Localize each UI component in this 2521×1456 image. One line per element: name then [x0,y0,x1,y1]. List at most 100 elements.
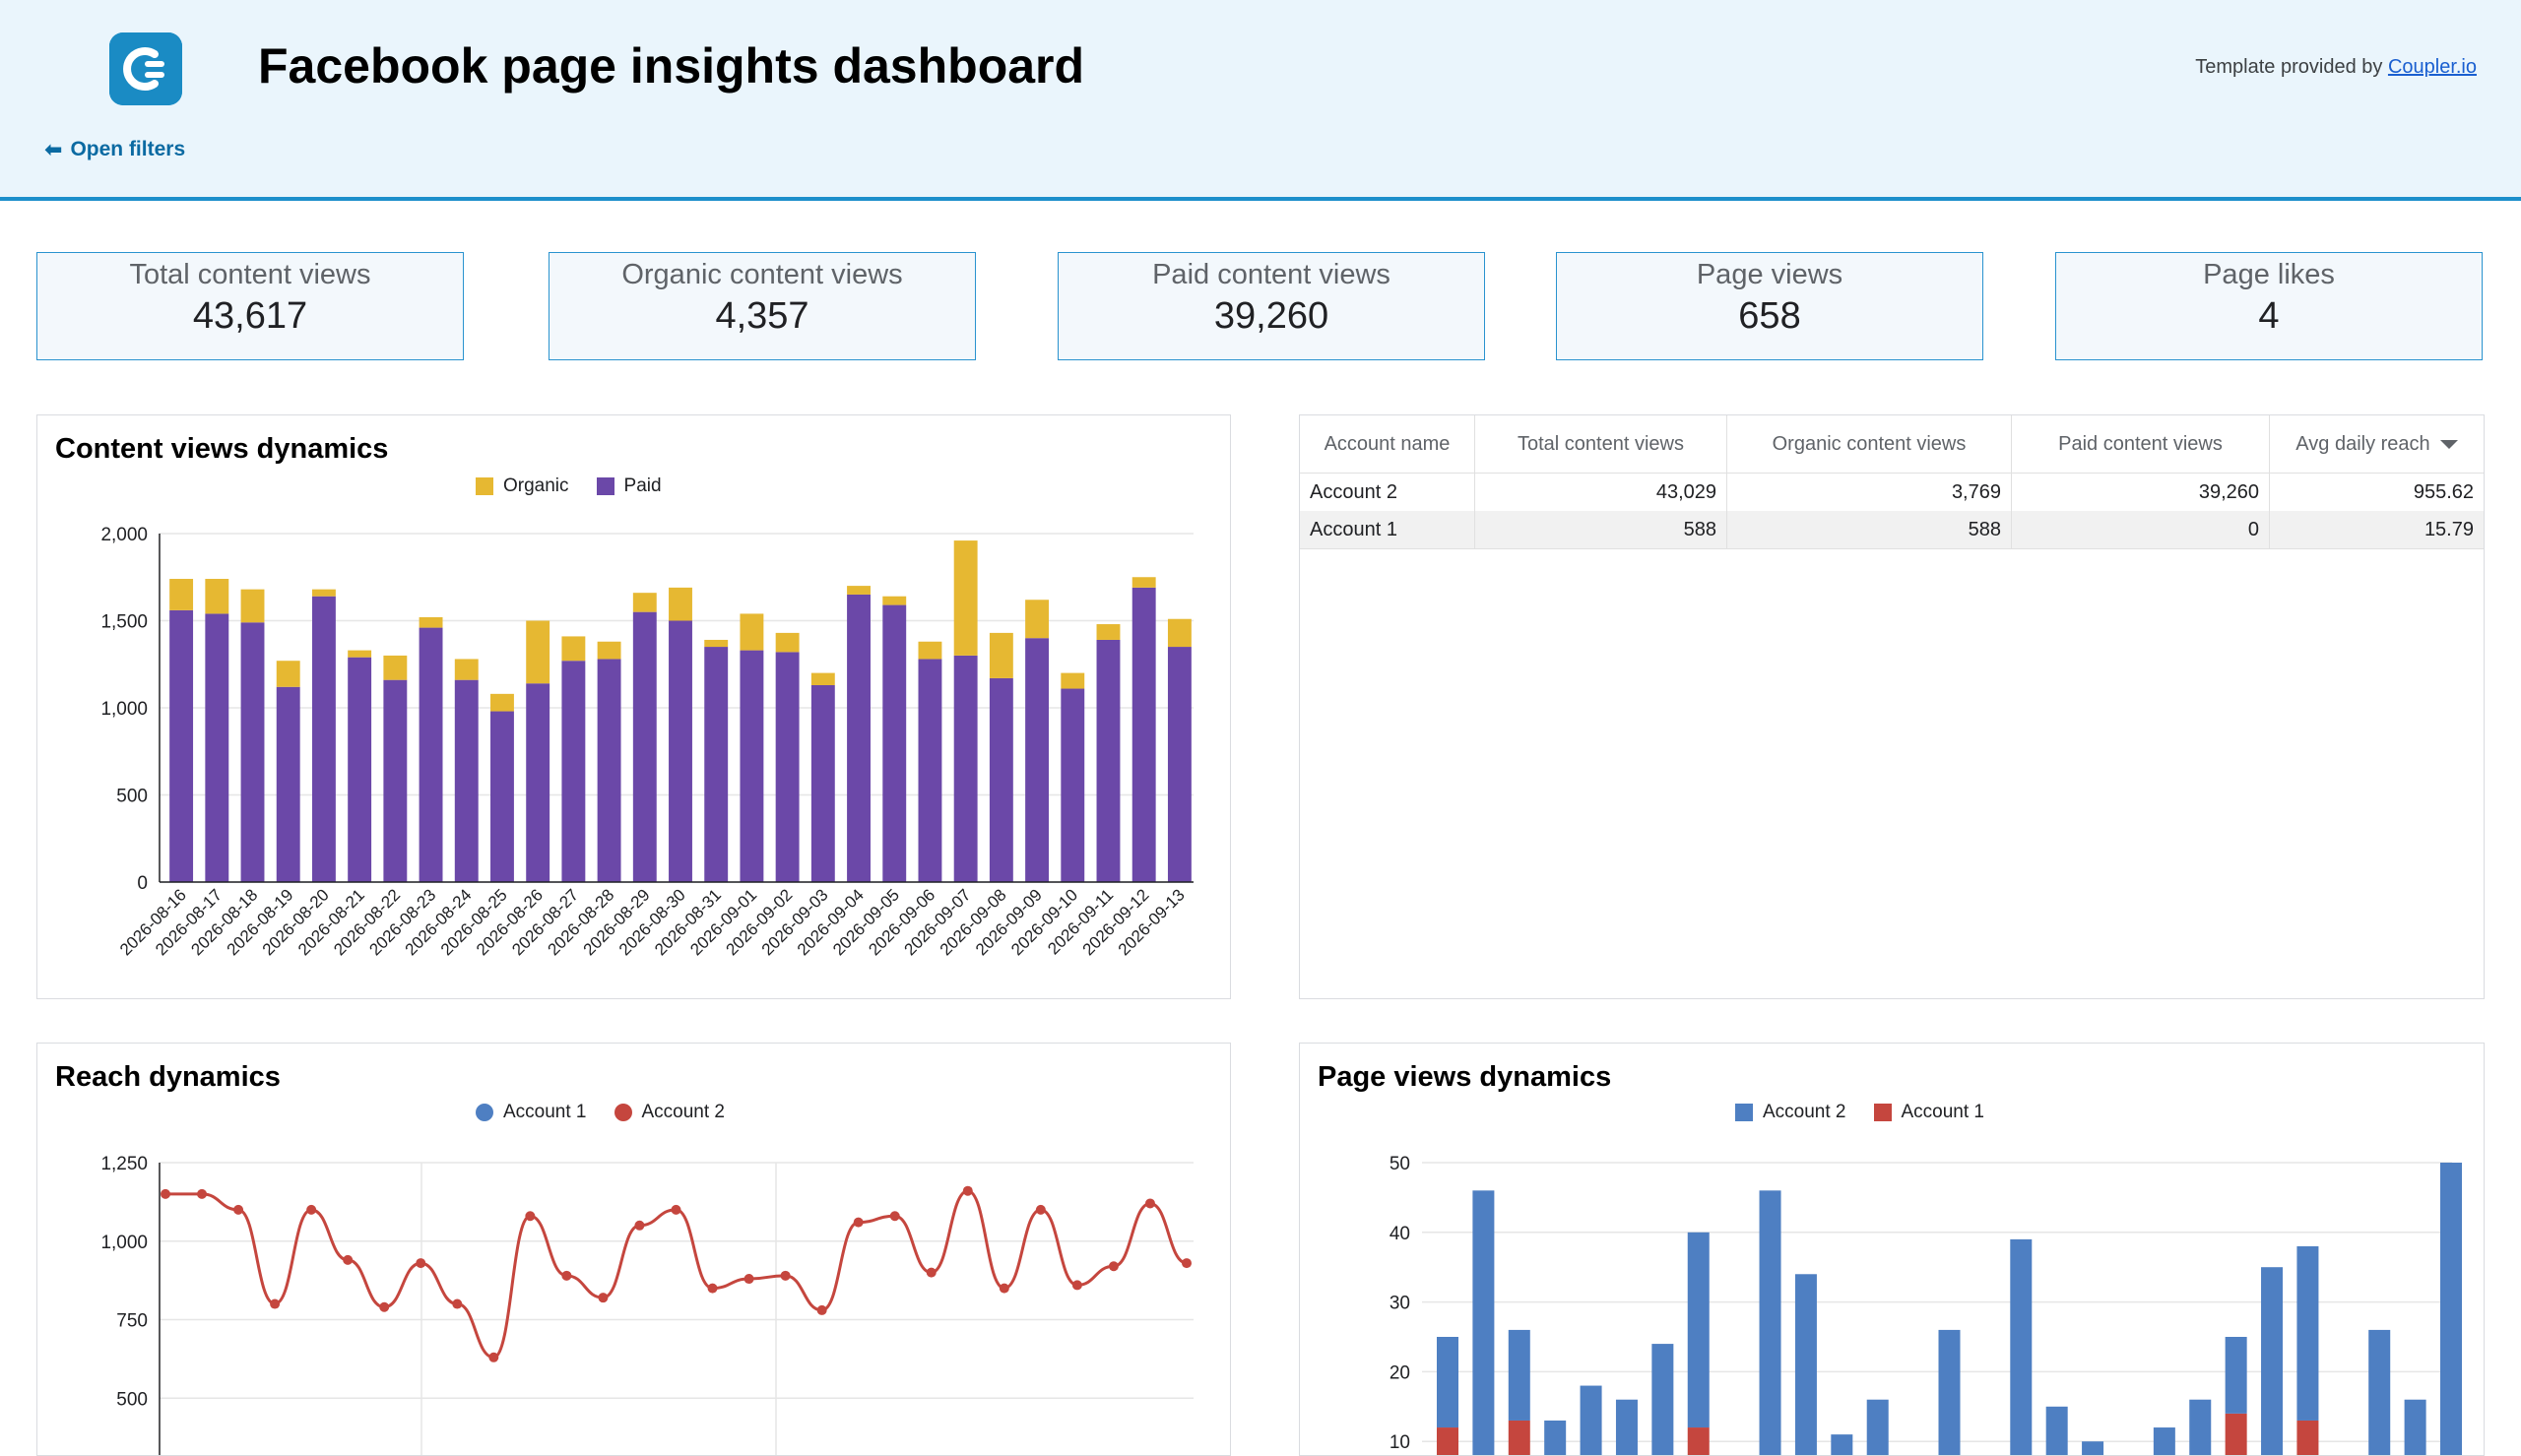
column-header-paid-content-views[interactable]: Paid content views [2011,415,2270,474]
legend-item-organic[interactable]: Organic [476,475,569,497]
bar-organic [311,589,336,597]
bar-account-2 [1866,1399,1889,1455]
reach-point [926,1267,937,1278]
y-tick-label: 20 [1390,1362,1410,1383]
bar-account-2 [1794,1274,1817,1455]
reach-point [343,1254,354,1265]
bar-organic [740,613,764,651]
page-views-chart: 10 20 30 40 50 [1390,1154,2462,1455]
legend-label: Account 1 [503,1102,587,1122]
kpi-paid-content-views: Paid content views 39,260 [1058,252,1485,360]
bar-organic [1131,577,1156,588]
bar-organic [669,587,692,621]
y-tick-label: 0 [137,873,148,894]
column-header-organic-content-views[interactable]: Organic content views [1726,415,2012,474]
column-header-account-name[interactable]: Account name [1300,415,1475,474]
page-title: Facebook page insights dashboard [258,38,1085,94]
legend-item-account-1[interactable]: Account 1 [1873,1102,1985,1123]
y-tick-label: 500 [116,787,148,807]
legend-label: Account 2 [641,1102,726,1122]
bar-organic [240,589,265,623]
bar-account-1 [1508,1420,1530,1455]
open-filters-label: Open filters [70,138,186,160]
bar-paid [632,611,657,882]
legend-label: Account 1 [1901,1102,1985,1122]
coupler-link[interactable]: Coupler.io [2387,56,2477,78]
reach-point [816,1304,827,1315]
column-header-total-content-views[interactable]: Total content views [1474,415,1727,474]
bar-organic [847,586,871,595]
legend-swatch [476,477,493,495]
bar-organic [810,672,835,685]
kpi-value: 39,260 [1213,295,1329,337]
kpi-label: Paid content views [1152,259,1390,290]
table-cell: 15.79 [2269,511,2484,549]
sort-descending-icon[interactable] [2439,439,2458,449]
bar-paid [383,679,408,882]
bar-account-2 [1687,1232,1710,1428]
bar-account-2 [1615,1399,1638,1455]
bar-paid [918,659,942,882]
y-tick-label: 750 [116,1311,148,1332]
reach-point [671,1204,681,1215]
reach-line-account-2 [164,1189,1188,1360]
bar-account-2 [1544,1420,1567,1455]
bar-account-2 [2261,1267,2284,1455]
y-tick-label: 10 [1390,1432,1410,1453]
column-header-label: Avg daily reach [2295,432,2430,455]
kpi-label: Page likes [2203,259,2335,290]
reach-point [634,1220,645,1231]
bar-paid [847,594,871,882]
chart-title: Reach dynamics [55,1061,281,1093]
bar-account-2 [1580,1385,1602,1455]
reach-point [233,1204,244,1215]
column-header-avg-daily-reach[interactable]: Avg daily reach [2269,415,2484,474]
chart-title: Page views dynamics [1318,1061,1612,1093]
bar-account-2 [1437,1337,1458,1428]
table-cell: 588 [1726,511,2012,549]
legend-item-paid[interactable]: Paid [596,475,662,497]
y-tick-label: 40 [1390,1224,1410,1244]
template-credit: Template provided by Coupler.io [2195,56,2477,79]
reach-point [161,1188,170,1199]
open-filters-button[interactable]: ⬅ Open filters [44,138,185,161]
legend-item-account-1[interactable]: Account 1 [476,1102,587,1123]
bar-paid [205,613,229,882]
bar-paid [561,661,586,882]
page-views-chart-panel: Page views dynamics Account 2 Account 1 … [1299,1043,2485,1456]
bar-organic [205,579,229,614]
bar-paid [526,683,550,882]
reach-point [1144,1198,1155,1209]
table-cell: 0 [2011,511,2270,549]
legend-item-account-2[interactable]: Account 2 [1735,1102,1846,1123]
legend-swatch [596,477,614,495]
reach-point [999,1283,1009,1294]
content-views-chart: 05001,0001,5002,0002026-08-162026-08-172… [100,525,1194,959]
bar-paid [989,677,1013,882]
y-tick-label: 1,500 [100,612,148,633]
bar-account-2 [2082,1441,2104,1455]
reach-point [452,1298,463,1309]
reach-point [270,1298,281,1309]
legend-swatch [1873,1104,1892,1121]
table-row[interactable]: Account 2 43,029 3,769 39,260 955.62 [1300,473,2484,511]
accounts-table: Account name Total content views Organic… [1300,415,2484,549]
reach-point [561,1270,572,1281]
reach-point [1108,1261,1119,1272]
reach-point [707,1283,718,1294]
bar-paid [1025,638,1050,882]
bar-paid [1167,647,1192,882]
bar-account-1 [2296,1420,2319,1455]
table-row[interactable]: Account 1 588 588 0 15.79 [1300,511,2484,549]
bar-account-1 [1687,1427,1710,1455]
bar-organic [632,593,657,612]
bar-organic [276,661,300,687]
bar-paid [1096,639,1121,882]
bar-paid [311,596,336,882]
bar-paid [810,684,835,882]
chart-legend: Account 1 Account 2 [476,1102,725,1123]
legend-item-account-2[interactable]: Account 2 [614,1102,726,1123]
bar-paid [1131,587,1156,882]
y-tick-label: 1,250 [100,1154,148,1174]
